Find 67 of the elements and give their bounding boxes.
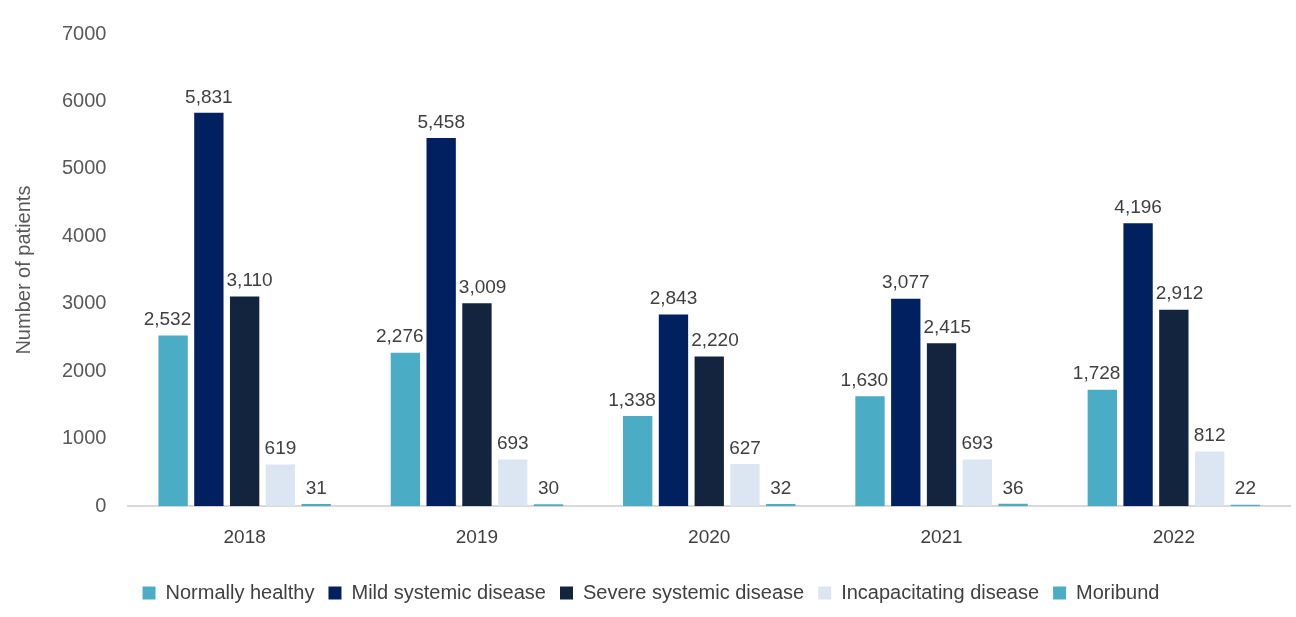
x-tick-label: 2022 (1152, 525, 1195, 547)
data-label: 619 (264, 437, 297, 459)
data-label: 2,912 (1155, 282, 1204, 304)
bar (390, 352, 421, 507)
data-label: 1,728 (1072, 362, 1121, 384)
data-label: 3,009 (458, 275, 507, 297)
legend-label: Mild systemic disease (351, 580, 546, 603)
bar (694, 356, 724, 507)
y-axis-title: Number of patients (11, 185, 34, 355)
data-label: 4,196 (1114, 195, 1162, 217)
y-tick-label: 2000 (61, 358, 107, 381)
bar (730, 463, 760, 507)
bar (1087, 389, 1117, 507)
data-label: 693 (496, 432, 529, 454)
data-label: 693 (961, 432, 994, 454)
y-tick-label: 6000 (61, 88, 107, 111)
data-label: 36 (1002, 476, 1024, 498)
bar (533, 504, 564, 507)
legend-label: Normally healthy (165, 580, 315, 603)
bar (926, 343, 957, 507)
bar (1194, 451, 1225, 507)
bar (265, 464, 296, 507)
data-label: 2,220 (691, 329, 739, 351)
x-tick-label: 2021 (920, 525, 963, 547)
bar (194, 112, 224, 507)
legend-label: Severe systemic disease (582, 580, 805, 603)
x-tick-label: 2020 (688, 525, 731, 547)
data-label: 3,077 (882, 271, 930, 293)
bar (891, 298, 921, 507)
bar (229, 296, 260, 507)
x-tick-label: 2018 (223, 525, 266, 547)
bar (766, 504, 796, 507)
data-label: 2,532 (143, 308, 192, 330)
data-label: 1,630 (840, 368, 889, 390)
bar (426, 138, 456, 507)
data-label: 3,110 (226, 269, 273, 291)
data-label: 2,415 (923, 316, 971, 338)
bar (962, 459, 992, 507)
bar (1159, 309, 1189, 507)
data-label: 627 (729, 436, 761, 458)
bar (658, 314, 689, 507)
y-tick-label: 7000 (61, 21, 107, 44)
data-label: 32 (770, 476, 792, 498)
data-label: 5,458 (417, 110, 465, 132)
data-label: 812 (1193, 424, 1226, 446)
bar (301, 504, 331, 507)
data-label: 31 (305, 476, 327, 498)
bar (855, 396, 885, 507)
data-label: 2,843 (649, 287, 698, 309)
bar (462, 303, 492, 507)
y-tick-label: 0 (95, 493, 107, 516)
bar (158, 335, 188, 507)
data-label: 2,276 (375, 325, 424, 347)
y-tick-label: 4000 (61, 223, 107, 246)
y-tick-label: 5000 (61, 156, 107, 179)
y-tick-label: 3000 (61, 291, 107, 314)
legend-label: Moribund (1076, 580, 1160, 603)
bar (498, 459, 528, 507)
data-label: 30 (537, 476, 560, 498)
y-tick-label: 1000 (61, 426, 107, 449)
bar (623, 415, 653, 507)
data-label: 5,831 (185, 85, 233, 107)
x-tick-label: 2019 (455, 525, 499, 547)
data-label: 22 (1234, 477, 1256, 499)
data-label: 1,338 (608, 388, 656, 410)
legend-label: Incapacitating disease (841, 580, 1040, 603)
bar (1123, 223, 1153, 507)
